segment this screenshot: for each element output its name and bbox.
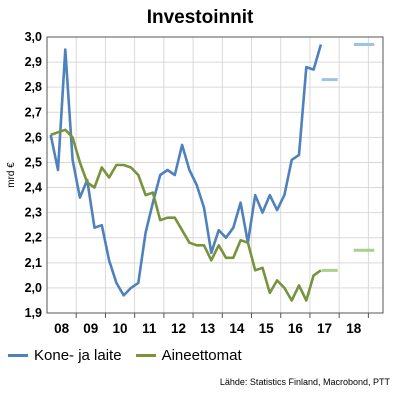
y-tick-label: 2,5 (25, 155, 42, 169)
x-tick-label: 11 (142, 321, 157, 336)
x-tick-label: 12 (171, 321, 186, 336)
y-tick-label: 2,4 (25, 181, 42, 195)
y-tick-label: 2,9 (25, 55, 42, 69)
legend: Kone- ja laite Aineettomat (8, 347, 256, 364)
x-tick-label: 09 (83, 321, 98, 336)
y-tick-label: 2,1 (25, 256, 42, 270)
y-tick-label: 2,7 (25, 105, 42, 119)
x-tick-label: 10 (113, 321, 128, 336)
x-tick-label: 15 (259, 321, 275, 336)
x-tick-label: 17 (317, 321, 332, 336)
legend-swatch-aineettomat (135, 354, 156, 357)
x-tick-label: 16 (288, 321, 304, 336)
axis-layer: 1,9 2,0 2,1 2,2 2,3 2,4 2,5 2,6 2,7 2,8 2,9 3,0 08 09… (25, 30, 369, 336)
legend-item-kone-ja-laite: Kone- ja laite (8, 347, 122, 364)
y-tick-label: 2,2 (25, 231, 42, 245)
series-line-0 (49, 44, 323, 297)
y-tick-label: 2,3 (25, 206, 42, 220)
source-note: Lähde: Statistics Finland, Macrobond, PT… (219, 377, 390, 387)
series-layer (49, 43, 375, 302)
x-tick-label: 13 (200, 321, 216, 336)
plot-frame (46, 36, 384, 314)
x-tick-label: 08 (54, 321, 70, 336)
chart-title: Investoinnit (146, 7, 254, 28)
y-tick-label: 3,0 (25, 30, 42, 44)
series-line-1 (50, 128, 322, 302)
y-tick-label: 2,8 (25, 80, 42, 94)
legend-item-aineettomat: Aineettomat (135, 347, 242, 364)
legend-label-kone-ja-laite: Kone- ja laite (34, 347, 122, 364)
legend-label-aineettomat: Aineettomat (161, 347, 242, 364)
legend-swatch-kone-ja-laite (8, 354, 28, 357)
x-tick-label: 14 (229, 321, 245, 336)
y-axis-label: mrd € (6, 162, 17, 188)
y-tick-label: 2,0 (25, 281, 42, 295)
y-tick-label: 2,6 (25, 130, 42, 144)
x-tick-label: 18 (346, 321, 362, 336)
y-tick-label: 1,9 (25, 306, 42, 320)
